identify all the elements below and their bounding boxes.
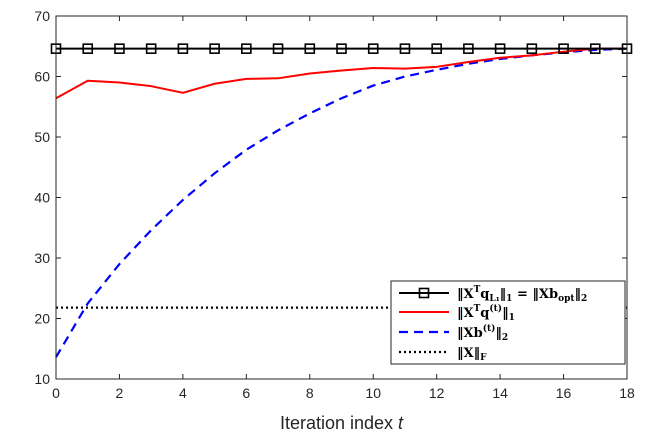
x-tick-label: 0 [52, 385, 60, 401]
series-marker [114, 43, 125, 54]
x-tick-label: 16 [556, 385, 572, 401]
series-marker [272, 43, 284, 54]
legend-entry-label: ‖X‖F [457, 346, 487, 363]
x-tick-label: 2 [116, 385, 124, 401]
y-tick-label: 20 [34, 311, 50, 327]
series-line-1 [55, 47, 627, 100]
y-tick-label: 60 [34, 69, 50, 85]
legend-entry-label: ‖Xb(t)‖2 [457, 323, 508, 343]
legend-box [390, 280, 626, 365]
legend-entry-label: ‖XTq(t)‖1 [457, 303, 515, 323]
y-tick-label: 40 [34, 190, 50, 206]
series-marker [177, 43, 189, 54]
legend-entry-label: ‖XTqL₁‖1 = ‖Xbopt‖2 [457, 285, 587, 304]
series-marker [431, 43, 442, 54]
x-tick-label: 4 [179, 385, 187, 401]
series-marker [82, 43, 94, 54]
x-axis-label: Iteration index t [280, 413, 404, 433]
series-marker [367, 43, 379, 54]
series-marker [399, 43, 411, 54]
series-marker [589, 43, 601, 54]
series-marker [145, 43, 157, 54]
x-tick-label: 6 [242, 385, 250, 401]
series-marker [558, 43, 569, 54]
series-marker [463, 43, 474, 54]
series-marker [494, 43, 506, 54]
series-marker [241, 43, 252, 54]
y-tick-label: 30 [34, 250, 50, 266]
series-marker [209, 43, 220, 54]
x-tick-label: 8 [306, 385, 314, 401]
x-tick-label: 10 [365, 385, 381, 401]
x-tick-label: 12 [429, 385, 445, 401]
legend-marker [418, 287, 430, 299]
y-tick-label: 70 [34, 8, 50, 24]
series-marker [526, 43, 538, 54]
y-tick-label: 10 [34, 371, 50, 387]
y-tick-label: 50 [34, 129, 50, 145]
x-tick-label: 18 [619, 385, 635, 401]
x-tick-label: 14 [492, 385, 508, 401]
series-marker [304, 43, 316, 54]
series-marker [336, 43, 347, 54]
